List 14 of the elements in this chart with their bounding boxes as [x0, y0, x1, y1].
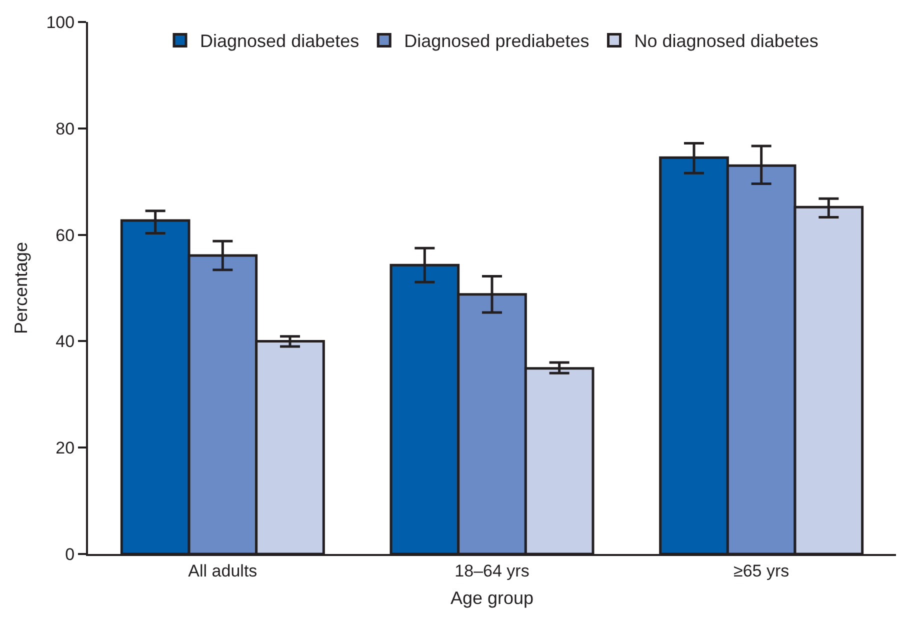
- x-tick-label: All adults: [188, 561, 258, 580]
- y-tick-label: 40: [56, 332, 75, 352]
- x-axis-title: Age group: [450, 588, 534, 608]
- x-tick-label: ≥65 yrs: [734, 561, 790, 580]
- y-tick-label: 0: [65, 544, 75, 564]
- y-tick-label: 60: [56, 226, 75, 245]
- y-tick-label: 100: [46, 12, 75, 32]
- legend-label: No diagnosed diabetes: [634, 31, 818, 52]
- x-tick-label: 18–64 yrs: [454, 561, 530, 580]
- legend-label: Diagnosed diabetes: [200, 31, 360, 52]
- y-tick-label: 80: [56, 119, 75, 138]
- legend-label: Diagnosed prediabetes: [404, 31, 590, 52]
- y-axis-title: Percentage: [10, 242, 31, 334]
- y-tick-label: 20: [56, 438, 75, 458]
